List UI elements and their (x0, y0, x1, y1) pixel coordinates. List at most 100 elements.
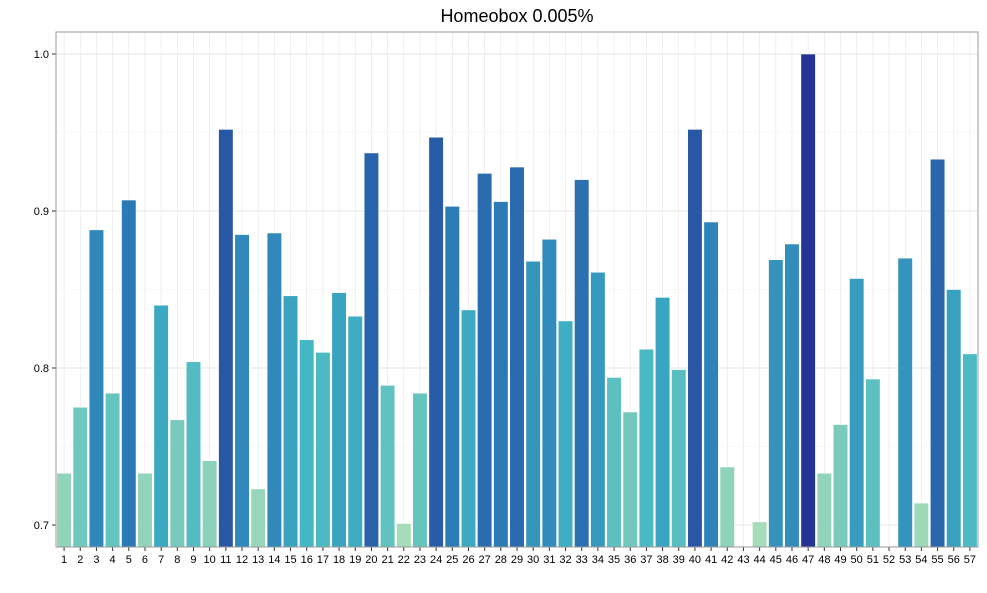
bar-16 (299, 339, 315, 548)
chart-title: Homeobox 0.005% (440, 6, 593, 26)
bar-37 (638, 348, 654, 548)
x-tick-label-3: 3 (93, 554, 99, 566)
bar-44 (752, 521, 768, 548)
bar-50 (849, 278, 865, 548)
bar-29 (509, 166, 525, 548)
bar-12 (234, 234, 250, 548)
bar-30 (525, 260, 541, 548)
x-tick-label-22: 22 (398, 554, 410, 566)
bar-57 (962, 353, 978, 548)
bar-48 (816, 472, 832, 548)
x-tick-label-19: 19 (349, 554, 361, 566)
x-tick-label-1: 1 (61, 554, 67, 566)
y-tick-label: 1.0 (34, 49, 49, 61)
x-tick-label-47: 47 (802, 554, 814, 566)
x-tick-label-12: 12 (236, 554, 248, 566)
bar-33 (574, 179, 590, 548)
bar-4 (105, 392, 121, 548)
x-tick-label-17: 17 (317, 554, 329, 566)
bar-25 (444, 205, 460, 548)
x-tick-label-31: 31 (543, 554, 555, 566)
x-tick-label-38: 38 (656, 554, 668, 566)
x-tick-label-57: 57 (964, 554, 976, 566)
x-tick-label-45: 45 (770, 554, 782, 566)
x-tick-label-21: 21 (381, 554, 393, 566)
x-tick-label-39: 39 (673, 554, 685, 566)
bar-10 (202, 460, 218, 548)
bar-28 (493, 201, 509, 548)
bar-19 (347, 315, 363, 548)
x-tick-label-24: 24 (430, 554, 442, 566)
y-tick-label: 0.7 (34, 520, 49, 532)
bar-3 (88, 229, 105, 548)
bar-42 (719, 466, 735, 548)
x-tick-label-27: 27 (479, 554, 491, 566)
x-tick-label-48: 48 (818, 554, 830, 566)
bar-36 (622, 411, 638, 548)
x-tick-label-30: 30 (527, 554, 539, 566)
x-tick-label-7: 7 (158, 554, 164, 566)
x-tick-label-46: 46 (786, 554, 798, 566)
x-tick-label-37: 37 (640, 554, 652, 566)
x-tick-label-4: 4 (110, 554, 116, 566)
bar-26 (460, 309, 477, 548)
bar-40 (687, 129, 703, 548)
x-tick-label-43: 43 (737, 554, 749, 566)
bar-32 (557, 320, 574, 548)
bar-18 (331, 292, 347, 548)
x-tick-label-52: 52 (883, 554, 895, 566)
bar-41 (703, 221, 719, 548)
bar-35 (606, 377, 622, 548)
y-tick-label: 0.8 (34, 363, 49, 375)
x-tick-label-10: 10 (204, 554, 216, 566)
x-tick-label-50: 50 (851, 554, 863, 566)
x-tick-label-42: 42 (721, 554, 733, 566)
x-tick-label-55: 55 (931, 554, 943, 566)
bar-24 (428, 136, 444, 548)
y-axis-ticks: 0.7 0.8 0.9 1.0 (34, 49, 56, 532)
bar-55 (929, 158, 946, 548)
bar-51 (865, 378, 881, 548)
x-axis-ticks: 1 2 3 4 5 6 7 8 9 10 11 12 13 14 15 16 17 18 19 20 21 22 23 24 2… (61, 547, 976, 566)
x-tick-label-5: 5 (126, 554, 132, 566)
x-tick-label-44: 44 (754, 554, 766, 566)
bar-11 (218, 129, 234, 548)
bar-47 (800, 53, 816, 548)
x-tick-label-33: 33 (576, 554, 588, 566)
x-tick-label-28: 28 (495, 554, 507, 566)
x-tick-label-53: 53 (899, 554, 911, 566)
x-tick-label-41: 41 (705, 554, 717, 566)
x-tick-label-13: 13 (252, 554, 264, 566)
x-tick-label-29: 29 (511, 554, 523, 566)
x-tick-label-15: 15 (284, 554, 296, 566)
bar-13 (250, 488, 266, 548)
bar-45 (768, 259, 784, 548)
x-tick-label-18: 18 (333, 554, 345, 566)
bar-14 (266, 232, 282, 548)
x-tick-label-36: 36 (624, 554, 636, 566)
bar-6 (137, 472, 153, 548)
bar-2 (72, 406, 88, 548)
x-tick-label-35: 35 (608, 554, 620, 566)
x-tick-label-56: 56 (948, 554, 960, 566)
bar-34 (590, 271, 606, 548)
y-tick-label: 0.9 (34, 206, 49, 218)
bar-27 (477, 173, 493, 548)
x-tick-label-2: 2 (77, 554, 83, 566)
x-tick-label-49: 49 (834, 554, 846, 566)
bar-56 (946, 289, 962, 548)
x-tick-label-14: 14 (268, 554, 280, 566)
bar-22 (396, 523, 412, 548)
bar-46 (784, 243, 800, 548)
plot-panel-border (55, 31, 979, 548)
x-tick-label-23: 23 (414, 554, 426, 566)
bar-8 (169, 419, 185, 548)
bar-54 (913, 502, 929, 548)
x-tick-label-34: 34 (592, 554, 604, 566)
bar-38 (654, 297, 671, 548)
bar-17 (315, 352, 331, 548)
x-tick-label-8: 8 (174, 554, 180, 566)
x-tick-label-25: 25 (446, 554, 458, 566)
x-tick-label-20: 20 (365, 554, 377, 566)
